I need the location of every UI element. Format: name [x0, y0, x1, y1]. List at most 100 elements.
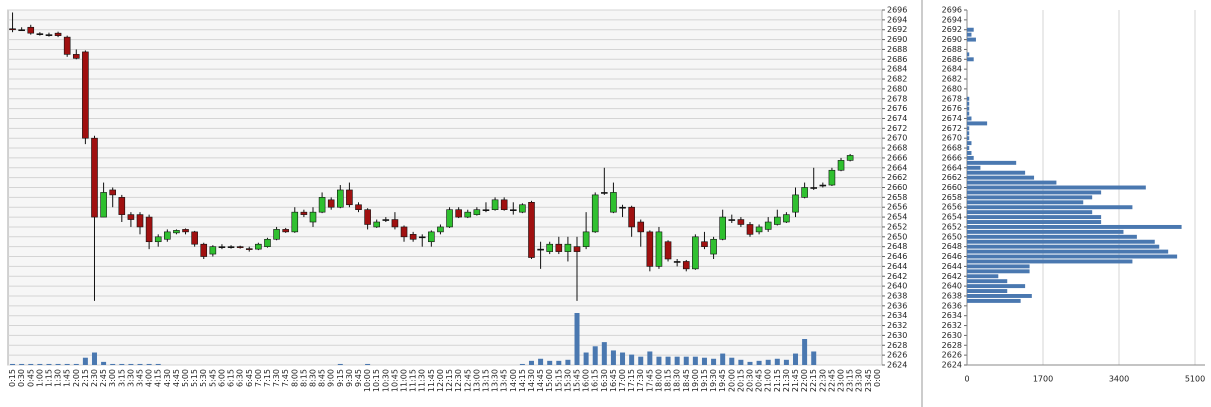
y-tick-label: 2632: [887, 321, 907, 330]
profile-bar: [967, 205, 1133, 210]
volume-bar: [811, 351, 817, 365]
y-tick-label: 2652: [942, 222, 962, 231]
x-tick-label: 1:00: [35, 369, 44, 387]
y-tick-label: 2664: [942, 163, 962, 172]
candle-body: [255, 243, 262, 250]
y-tick-label: 2680: [887, 84, 907, 93]
candle-body: [109, 189, 116, 196]
volume-bar: [64, 363, 70, 365]
x-tick-label: 9:15: [336, 369, 345, 387]
candle-body: [9, 28, 16, 31]
candle-body: [418, 236, 426, 239]
x-tick-label: 14:00: [509, 369, 518, 392]
x-tick-label: 12:45: [463, 369, 472, 392]
candle-body: [91, 137, 98, 218]
candle-body: [491, 199, 499, 210]
candle-body: [655, 231, 663, 267]
x-tick-label: 23:30: [855, 369, 864, 392]
y-tick-label: 2632: [942, 321, 962, 330]
candle-body: [54, 32, 62, 36]
profile-bar: [967, 106, 970, 111]
x-tick-label: 13:15: [481, 369, 490, 392]
profile-bar: [967, 294, 1032, 298]
profile-bar: [967, 254, 1178, 259]
candle-body: [282, 229, 289, 233]
y-tick-label: 2656: [942, 203, 962, 212]
volume-bar: [137, 363, 143, 365]
x-tick-label: 10:30: [381, 369, 390, 392]
candle-body: [227, 246, 235, 248]
x-tick-label: 10:15: [372, 369, 381, 392]
candle-body: [464, 211, 472, 218]
x-tick-label: 6:15: [227, 369, 236, 387]
candle-body: [573, 246, 581, 252]
y-tick-label: 2684: [887, 65, 907, 74]
y-tick-label: 2670: [887, 134, 907, 143]
y-tick-label: 2664: [887, 163, 907, 172]
y-tick-label: 2652: [887, 222, 907, 231]
volume-bar: [119, 363, 125, 365]
volume-bar: [82, 357, 88, 365]
candle-body: [682, 261, 690, 270]
y-tick-label: 2680: [942, 84, 962, 93]
y-tick-label: 2694: [942, 15, 962, 24]
profile-bar: [967, 185, 1146, 190]
profile-bar: [967, 180, 1057, 185]
y-tick-label: 2688: [942, 45, 962, 54]
candle-body: [591, 194, 599, 233]
volume-bar: [756, 360, 762, 365]
x-tick-label: 4:30: [163, 369, 172, 387]
y-tick-label: 2660: [942, 183, 962, 192]
x-tick-label: 17:15: [627, 369, 636, 392]
x-tick-label: 8:00: [290, 369, 299, 387]
candle-body: [145, 216, 153, 243]
y-tick-label: 2694: [887, 15, 907, 24]
candle-body: [200, 243, 208, 257]
candle-body: [755, 226, 763, 233]
volume-bar: [37, 363, 43, 365]
candle-body: [601, 192, 608, 194]
candle-body: [473, 209, 481, 215]
x-tick-label: 16:00: [582, 369, 591, 392]
volume-bar: [674, 356, 680, 365]
volume-bar: [802, 339, 808, 365]
y-tick-label: 2626: [942, 351, 962, 360]
y-tick-label: 2666: [887, 153, 907, 162]
y-tick-label: 2676: [942, 104, 962, 113]
y-tick-label: 2674: [887, 114, 907, 123]
y-tick-label: 2662: [942, 173, 962, 182]
x-tick-label: 2:45: [99, 369, 108, 387]
volume-bar: [738, 359, 744, 365]
volume-bar: [765, 359, 771, 365]
x-tick-label: 22:30: [818, 369, 827, 392]
x-tick-label: 21:45: [791, 369, 800, 392]
profile-bar: [967, 284, 1026, 289]
y-tick-label: 2642: [942, 272, 962, 281]
x-tick-label: 18:15: [664, 369, 673, 392]
x-tick-label: 3400: [1109, 375, 1129, 384]
candle-body: [837, 160, 845, 171]
x-tick-label: 20:45: [755, 369, 764, 392]
x-tick-label: 16:45: [609, 369, 618, 392]
y-tick-label: 2682: [887, 75, 907, 84]
x-tick-label: 13:30: [491, 369, 500, 392]
candle-body: [737, 219, 745, 225]
candle-body: [701, 241, 708, 247]
y-tick-label: 2690: [942, 35, 962, 44]
volume-bar: [91, 352, 97, 365]
x-tick-label: 0:15: [8, 369, 17, 387]
y-tick-label: 2654: [887, 213, 907, 222]
candle-body: [154, 236, 162, 243]
y-tick-label: 2682: [942, 75, 962, 84]
y-tick-label: 2646: [887, 252, 907, 261]
y-tick-label: 2644: [887, 262, 907, 271]
candle-body: [628, 206, 635, 228]
candle-body: [400, 226, 408, 238]
x-tick-label: 3:15: [117, 369, 126, 387]
volume-bar: [337, 363, 343, 365]
y-tick-label: 2644: [942, 262, 962, 271]
x-tick-label: 18:00: [654, 369, 663, 392]
y-tick-label: 2684: [942, 65, 962, 74]
y-tick-label: 2696: [942, 6, 962, 15]
candle-body: [764, 221, 772, 230]
